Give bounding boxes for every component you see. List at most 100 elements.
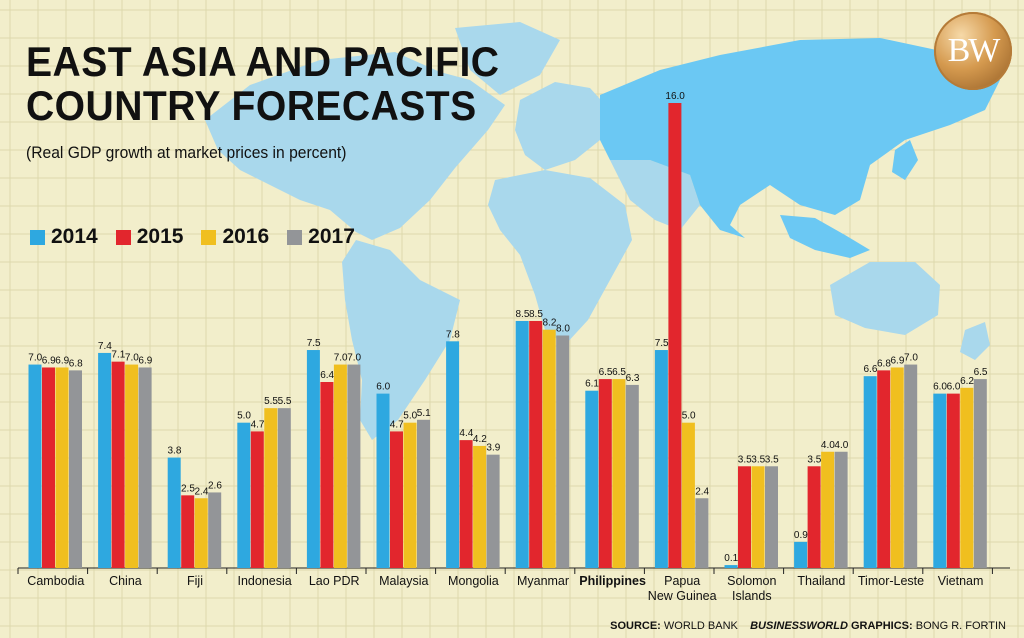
bar-value-label: 6.6 [863,364,877,375]
bar [529,320,543,568]
bar [194,498,208,568]
bar [333,364,347,568]
source-value: WORLD BANK [663,620,738,632]
bar-value-label: 5.0 [682,411,696,422]
bar-value-label: 5.0 [237,411,251,422]
bar-group-indonesia: 5.04.7 5.5 5.5 [237,396,292,568]
legend-label-2017: 2017 [308,225,355,248]
bar-group-thailand: 0.93.54.0 4.0 [794,440,849,568]
bar [960,387,974,568]
bar [877,370,891,568]
legend-item-2014: 2014 [30,225,98,249]
bar-value-label: 3.5 [765,454,779,465]
category-label-line: Fiji [187,574,203,588]
bar [612,379,626,568]
legend-label-2016: 2016 [222,225,270,248]
bar [417,419,430,568]
category-label: Mongolia [448,574,499,588]
bar [486,454,500,568]
bar-value-label: 4.7 [390,419,404,430]
bar [320,382,334,568]
title-line-1: EAST ASIA AND PACIFIC [26,38,500,85]
bar-group-myanmar: 8.5 8.58.28.0 [515,309,570,568]
category-label-line: Timor-Leste [858,574,924,588]
bar-value-label: 0.9 [794,530,808,541]
bar [125,364,139,568]
bar-value-label: 6.9 [42,355,56,366]
map-australia [830,262,940,335]
chart-legend: 2014 2015 2016 2017 [30,225,355,249]
legend-swatch-2017 [287,229,303,245]
bar-value-label: 7.0 [28,353,42,364]
bar-group-philippines: 6.16.5 6.56.3 [585,367,640,568]
bar-value-label: 7.8 [446,329,460,340]
source-label: SOURCE: [610,620,661,632]
map-new-zealand [960,322,990,360]
bar [668,103,682,568]
bar [654,350,668,568]
bar-value-label: 8.5 [529,309,543,320]
bar-value-label: 6.1 [585,379,599,390]
bar-value-label: 6.9 [55,355,69,366]
category-label: Vietnam [938,574,984,588]
bar-value-label: 7.1 [111,350,125,361]
bar [98,352,112,568]
bar [585,390,599,568]
category-label-line: Lao PDR [309,574,360,588]
map-greenland [455,22,560,95]
chart-subtitle: (Real GDP growth at market prices in per… [26,143,347,162]
map-japan [892,140,918,180]
bar-value-label: 6.5 [599,367,613,378]
bar [598,379,612,568]
bar-value-label: 4.2 [473,434,487,445]
bar [390,431,403,568]
bar-group-solomon-islands: 0.13.5 3.5 3.5 [724,454,779,568]
bar-value-label: 7.0 [334,353,348,364]
bar [181,495,195,568]
bar [111,361,125,568]
bar-value-label: 2.4 [695,486,709,497]
bar [138,367,152,568]
bar [69,370,82,568]
category-label: Lao PDR [309,574,360,588]
bar-value-label: 4.4 [459,428,473,439]
bar-value-label: 6.8 [69,358,83,369]
bar [28,364,42,568]
bar [347,364,361,568]
bar [821,451,835,568]
bar-group-cambodia: 7.0 6.9 6.9 6.8 [28,353,83,568]
bar [765,466,778,568]
category-label: Timor-Leste [858,574,924,588]
bar [904,364,918,568]
category-label: Papua New Guinea [648,574,717,603]
bar [933,393,947,568]
bar [55,367,69,568]
category-label-line: Vietnam [938,574,984,588]
graphics-label: GRAPHICS: [850,620,913,632]
bar-group-timor-leste: 6.66.8 6.9 7.0 [863,353,918,568]
category-label-line: New Guinea [648,589,717,603]
chart-footer: SOURCE: WORLD BANK BUSINESSWORLD GRAPHIC… [610,620,1006,632]
bar-group-malaysia: 6.0 4.75.0 5.1 [376,382,431,568]
bar-group-mongolia: 7.8 4.44.23.9 [446,329,501,568]
bar-value-label: 6.4 [320,370,334,381]
bar [973,379,987,568]
bar [542,329,556,568]
category-label: Fiji [187,574,203,588]
bar-value-label: 7.5 [655,338,669,349]
bar-value-label: 3.5 [738,454,752,465]
map-africa [488,170,632,345]
bar [208,492,222,568]
bar-value-label: 6.0 [947,382,961,393]
chart-title: EAST ASIA AND PACIFIC COUNTRY FORECASTS [26,40,499,128]
bar-value-label: 3.5 [751,454,765,465]
businessworld-logo: BW [934,12,1012,90]
legend-swatch-2014 [30,229,45,245]
legend-swatch-2016 [201,229,217,245]
bar-value-label: 6.8 [877,358,891,369]
bar-value-label: 2.4 [194,486,208,497]
bar [556,335,570,568]
bar-group-lao-pdr: 7.56.47.0 7.0 [307,338,362,568]
bar-group-china: 7.47.1 7.0 6.9 [98,341,153,568]
